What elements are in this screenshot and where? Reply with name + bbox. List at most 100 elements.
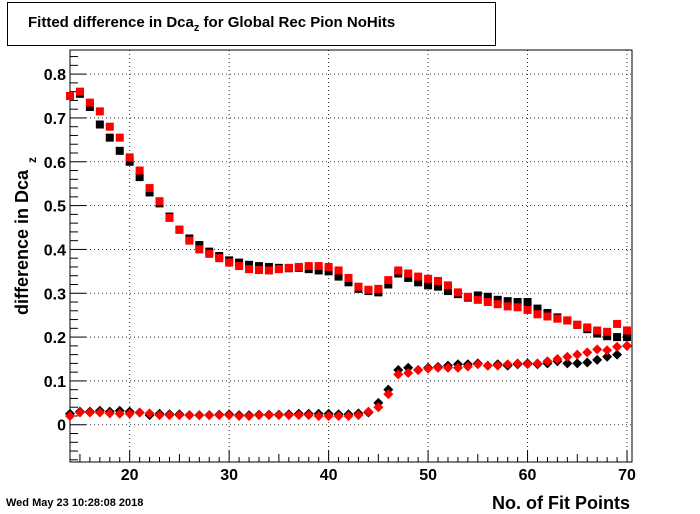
diamond-marker <box>184 410 195 421</box>
square-marker <box>404 273 413 282</box>
y-axis-label-sub: z <box>25 157 39 163</box>
diamond-marker <box>572 358 583 369</box>
diamond-marker <box>482 360 493 371</box>
square-marker <box>623 326 632 335</box>
diamond-marker <box>423 363 434 374</box>
diamond-marker <box>592 354 603 365</box>
square-marker <box>483 298 492 307</box>
x-tick-label: 70 <box>618 467 636 484</box>
diamond-marker <box>592 344 603 355</box>
diamond-marker <box>313 410 324 421</box>
square-marker <box>274 265 283 274</box>
square-marker <box>314 266 323 275</box>
y-tick-label: 0.3 <box>44 286 66 303</box>
chart-title-rest: for Global Rec Pion NoHits <box>199 14 396 31</box>
square-marker <box>583 323 592 332</box>
y-tick-label: 0.2 <box>44 330 66 347</box>
y-axis-label-group: difference in Dca z <box>12 157 39 315</box>
diamond-marker <box>622 340 633 351</box>
square-marker <box>85 102 94 111</box>
diamond-marker <box>124 408 135 419</box>
square-marker <box>503 297 512 306</box>
square-marker <box>85 98 94 107</box>
timestamp: Wed May 23 10:28:08 2018 <box>6 497 144 509</box>
diamond-marker <box>244 410 255 421</box>
square-marker <box>334 266 343 275</box>
diamond-marker <box>542 356 553 367</box>
square-marker <box>374 284 383 293</box>
square-marker <box>175 225 184 234</box>
diamond-marker <box>403 362 414 373</box>
square-marker <box>304 262 313 271</box>
square-marker <box>513 303 522 312</box>
square-marker <box>394 266 403 275</box>
square-marker <box>314 262 323 271</box>
diamond-marker <box>204 410 215 421</box>
diamond-marker <box>84 407 95 418</box>
grid-lines <box>70 50 632 462</box>
square-marker <box>513 298 522 307</box>
diamond-marker <box>383 389 394 400</box>
plot-frame <box>69 49 633 463</box>
x-axis-label: No. of Fit Points <box>492 493 630 513</box>
square-marker <box>284 263 293 272</box>
diamond-marker <box>582 357 593 368</box>
diamond-marker <box>65 410 75 421</box>
diamond-marker <box>472 359 483 370</box>
x-tick-label: 60 <box>519 467 537 484</box>
square-marker <box>424 274 433 283</box>
square-marker <box>145 184 154 193</box>
diamond-marker <box>562 358 573 369</box>
square-marker <box>135 166 144 175</box>
square-marker <box>66 92 74 101</box>
square-marker <box>95 120 104 129</box>
square-marker <box>185 236 194 245</box>
square-marker <box>493 295 502 304</box>
square-marker <box>344 273 353 282</box>
square-marker <box>443 287 452 296</box>
diamond-marker <box>74 407 85 418</box>
square-marker <box>215 254 224 263</box>
y-tick-label: 0.5 <box>44 199 66 216</box>
diamond-marker <box>283 410 294 421</box>
square-marker <box>195 245 204 254</box>
diamond-marker <box>532 358 543 369</box>
diamond-marker <box>343 410 354 421</box>
diamond-marker <box>144 408 155 419</box>
square-marker <box>384 276 393 285</box>
square-marker <box>523 305 532 314</box>
square-marker <box>115 146 124 155</box>
diamond-marker <box>582 347 593 358</box>
diamond-marker <box>393 369 404 380</box>
y-tick-labels: 0 0.1 0.2 0.3 0.4 0.5 0.6 0.7 0.8 <box>44 67 66 435</box>
square-marker <box>553 314 562 323</box>
diamond-marker <box>373 402 384 413</box>
square-marker <box>225 258 234 267</box>
diamond-marker <box>572 349 583 360</box>
diamond-marker <box>104 408 115 419</box>
diamond-marker <box>433 362 444 373</box>
axis-ticks <box>69 56 628 462</box>
square-marker <box>404 269 413 278</box>
diamond-marker <box>363 406 374 417</box>
square-marker <box>384 280 393 289</box>
chart-title-sub: z <box>193 22 200 34</box>
square-marker <box>75 87 84 96</box>
x-tick-label: 40 <box>320 467 338 484</box>
square-marker <box>593 326 602 335</box>
y-axis-label: difference in Dca z <box>12 157 39 315</box>
diamond-marker <box>214 410 225 421</box>
square-marker <box>483 292 492 301</box>
square-marker <box>543 312 552 321</box>
square-marker <box>434 282 443 291</box>
square-marker <box>135 173 144 182</box>
diamond-marker <box>303 410 314 421</box>
square-marker <box>245 265 254 274</box>
square-marker <box>443 281 452 290</box>
square-marker <box>245 260 254 269</box>
diamond-marker <box>562 351 573 362</box>
square-marker <box>473 291 482 300</box>
diamond-marker <box>552 354 563 364</box>
square-marker <box>205 249 214 258</box>
x-tick-label: 20 <box>121 467 139 484</box>
